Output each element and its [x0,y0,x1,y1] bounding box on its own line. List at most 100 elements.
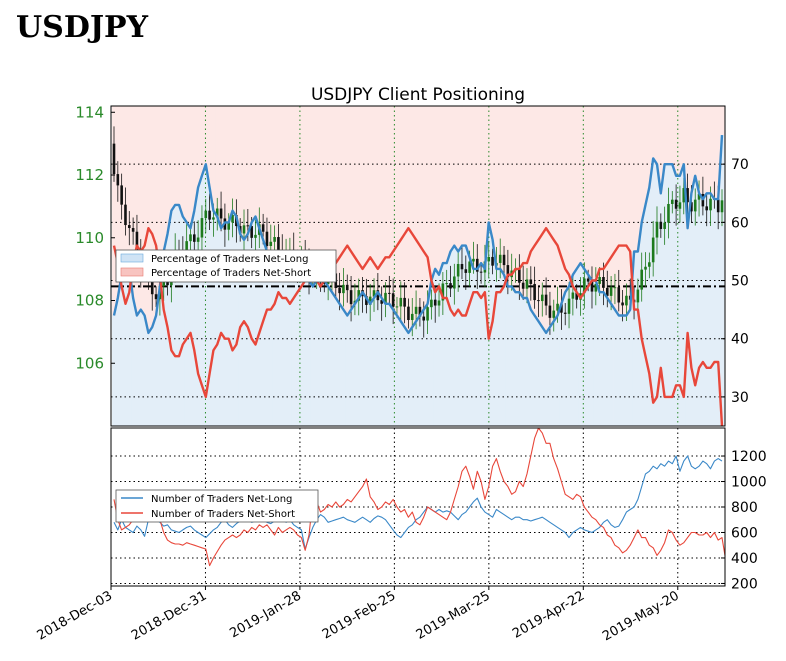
net-short-band [662,106,667,165]
net-short-band [456,106,461,252]
series-line-net-short-pct [112,226,724,426]
net-short-band [253,106,258,217]
net-long-band [479,263,484,426]
top-legend-box [115,249,337,283]
candle-body [120,185,123,205]
net-long-band [647,187,652,426]
candle-body [342,284,345,294]
legend-label-net-short-pct: Percentage of Traders Net-Short [151,268,311,279]
net-long-band [700,199,706,426]
net-short-band [509,106,514,287]
net-short-band [379,106,384,298]
net-long-band [310,286,316,426]
net-long-band [177,204,182,426]
net-short-band [685,106,690,229]
net-long-band [291,263,297,426]
price-tick-label: 114 [75,103,104,121]
net-long-band [471,268,476,426]
net-long-band [154,315,159,426]
net-short-band [613,106,618,310]
bottom-legend-box [115,489,319,523]
net-long-band [643,204,648,426]
net-short-band [200,106,205,176]
net-short-band [280,106,285,264]
net-short-band [349,106,354,310]
net-short-band [548,106,553,328]
net-long-band [578,263,583,426]
net-long-band [494,268,499,426]
net-short-band [674,106,679,176]
net-long-band [299,274,304,426]
date-tick-label: 2019-May-20 [600,588,682,644]
net-short-band [586,106,591,275]
net-long-band [372,298,377,426]
net-short-band [203,106,209,165]
net-long-band [528,309,534,426]
net-short-band [647,106,652,188]
net-long-band [215,216,220,426]
net-short-band [567,106,572,287]
net-long-band [555,315,560,426]
top-legend: Percentage of Traders Net-Long Percentag… [115,249,337,283]
candle-body [162,281,166,287]
net-long-band [230,210,235,426]
net-short-band [138,106,144,310]
net-short-band [157,106,163,287]
net-short-band [372,106,377,298]
net-short-band [716,106,721,200]
net-short-band [123,106,128,258]
net-short-band [184,106,189,223]
net-short-band [528,106,534,310]
net-short-band [681,106,687,165]
date-tick-label: 2019-Feb-25 [320,588,399,642]
candle-body [678,202,682,209]
candle-body [690,202,693,212]
net-short-band [421,106,427,310]
net-long-band [265,251,270,426]
net-long-band [368,303,373,426]
candle-body [208,210,211,220]
net-short-band [161,106,167,252]
net-long-band [345,315,350,426]
candle-body [449,283,452,289]
net-long-band [475,268,480,426]
net-short-band [322,106,327,281]
net-long-band [222,222,228,426]
net-long-band [115,298,121,426]
candle-body [384,292,387,304]
candle-body [189,234,192,242]
candle-body [506,265,510,278]
candle-body [399,297,403,307]
net-long-band [712,199,717,426]
net-short-band [295,106,300,269]
candle-body [518,268,521,283]
net-long-band [276,268,281,426]
net-short-band [180,106,186,217]
net-long-band [333,298,339,426]
percentage-lines [112,135,724,426]
net-short-band [448,106,453,252]
candle-body [357,290,361,301]
net-long-band [601,292,606,426]
net-long-band [708,193,713,426]
net-short-band [521,106,526,298]
candle-body [605,287,609,296]
count-tick-label: 1000 [731,475,767,491]
net-long-band [112,315,117,426]
candle-body [709,198,712,211]
net-long-band [567,286,572,426]
net-short-band [697,106,702,194]
net-short-band [177,106,182,205]
candle-body [674,199,678,209]
net-short-band [463,106,469,246]
net-long-band [563,292,568,426]
candle-body [613,287,617,289]
top-panel-frame [110,105,726,427]
net-long-band [502,274,507,426]
net-short-band [318,106,323,275]
candle-body [368,296,372,305]
net-short-band [115,106,121,298]
net-short-band [268,106,274,252]
net-long-band [138,309,144,426]
net-long-band [593,280,599,426]
